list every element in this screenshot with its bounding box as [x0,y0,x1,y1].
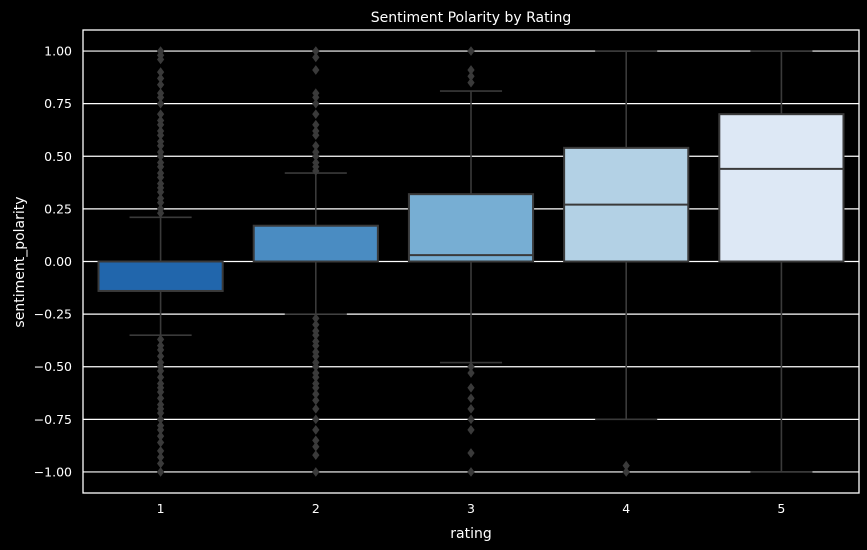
x-tick-labels: 1 2 3 4 5 [157,501,786,516]
outlier-point [312,403,320,414]
y-tick-label: 0.50 [44,149,72,164]
outlier-point [467,393,475,404]
box-rating-2 [252,46,379,477]
y-tick-label: 0.00 [44,254,72,269]
outlier-point [312,130,320,141]
x-tick-label: 1 [157,501,165,516]
outlier-point [467,77,475,88]
outlier-point [622,467,630,477]
y-tick-label: −0.25 [34,307,72,322]
outlier-point [312,65,320,75]
outlier-point [312,425,320,435]
y-tick-label: 0.25 [44,201,72,216]
outlier-point [312,414,320,425]
chart-title: Sentiment Polarity by Rating [371,10,571,26]
outlier-point [312,98,320,109]
outlier-point [312,441,320,452]
outlier-point [312,395,320,406]
boxes [97,46,845,477]
outlier-point [312,166,320,176]
iqr-box [718,113,845,263]
x-tick-label: 4 [622,501,630,516]
outlier-point [312,467,320,477]
outlier-point [156,54,165,65]
x-tick-label: 2 [312,501,320,516]
y-axis-label: sentiment_polarity [12,196,28,327]
iqr-box [97,260,224,292]
outlier-point [467,448,475,458]
iqr-box [407,193,535,263]
outlier-point [467,403,475,414]
y-tick-label: −0.50 [34,359,72,374]
x-tick-label: 3 [467,501,475,516]
box-rating-4 [563,50,690,477]
outlier-point [467,382,475,393]
y-tick-label: 0.75 [44,96,72,111]
outlier-point [467,46,475,56]
outlier-point [156,467,165,477]
outlier-point [156,208,165,218]
outlier-point [156,98,165,109]
plot-frame [82,29,860,494]
outlier-point [156,79,165,90]
outlier-point [467,414,475,425]
outlier-point [467,425,475,435]
y-tick-label: 1.00 [44,44,72,59]
outlier-point [312,52,320,63]
outlier-point [156,437,165,448]
outlier-point [467,368,475,378]
x-axis-label: rating [450,526,491,542]
outlier-point [312,450,320,460]
outlier-point [312,109,320,120]
x-tick-label: 5 [777,501,785,516]
box-rating-5 [718,50,845,473]
iqr-box [252,224,379,263]
outlier-point [156,458,165,469]
y-tick-label: −0.75 [34,412,72,427]
y-tick-labels: 1.00 0.75 0.50 0.25 0.00 −0.25 −0.50 −0.75 −1.00 [34,44,72,480]
outlier-point [467,467,475,477]
y-tick-label: −1.00 [34,464,72,479]
box-rating-3 [407,46,535,477]
box-rating-1 [97,46,224,477]
